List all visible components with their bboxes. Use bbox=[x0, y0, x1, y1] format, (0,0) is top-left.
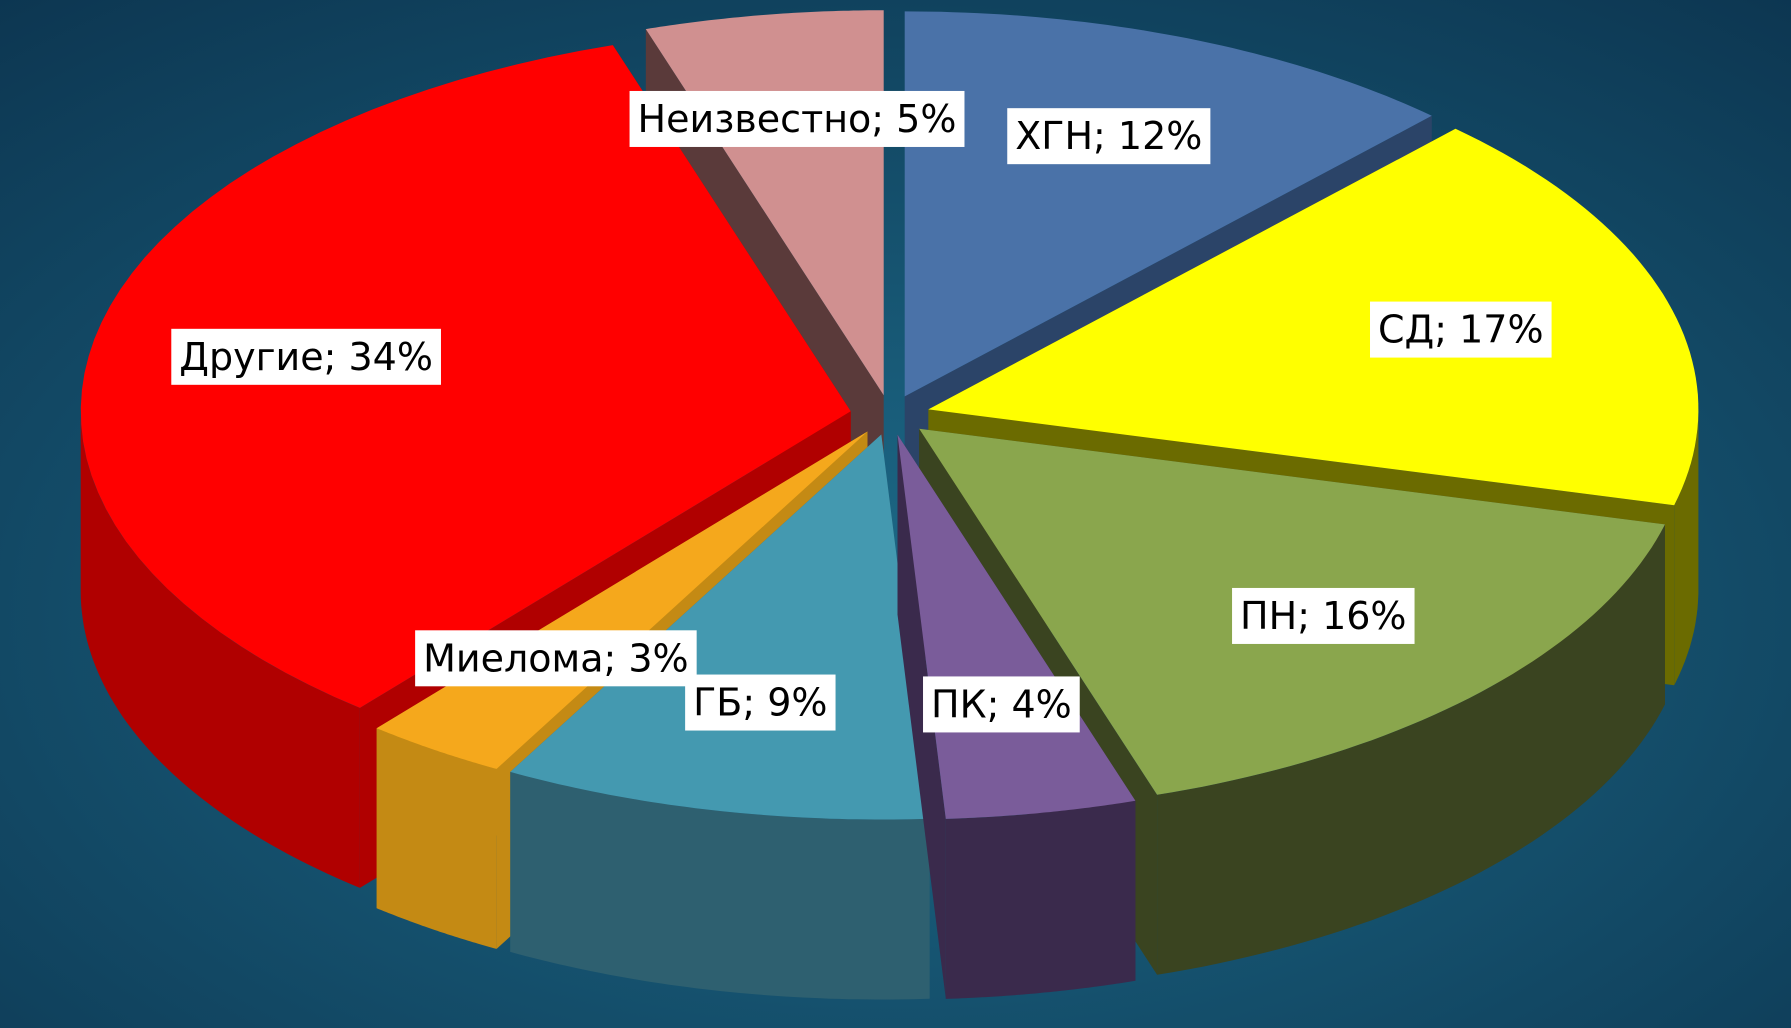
slice-top bbox=[80, 45, 851, 708]
data-label: ГБ; 9% bbox=[693, 681, 827, 725]
data-label: Миелома; 3% bbox=[423, 636, 689, 680]
labels: ХГН; 12% СД; 17% ПН; 16% ПК; 4% ГБ; 9%Миелом… bbox=[171, 90, 1552, 733]
label-box bbox=[1370, 301, 1552, 358]
slice-side bbox=[376, 728, 497, 949]
slice-wall bbox=[897, 434, 946, 999]
slice-side bbox=[80, 411, 360, 888]
data-label: Другие; 34% bbox=[179, 335, 433, 379]
label-box bbox=[1232, 587, 1415, 644]
label-box bbox=[171, 328, 441, 385]
slice-side bbox=[1674, 409, 1699, 686]
label-box bbox=[923, 676, 1080, 733]
slice-top bbox=[904, 11, 1432, 397]
slice-top bbox=[928, 128, 1699, 506]
label-box bbox=[629, 90, 965, 147]
data-label: СД; 17% bbox=[1378, 308, 1544, 352]
slice-side bbox=[945, 800, 1136, 999]
data-label: ПН; 16% bbox=[1240, 594, 1407, 638]
label-box bbox=[1007, 108, 1211, 165]
slice-side bbox=[510, 771, 930, 1000]
slice-side bbox=[1157, 524, 1665, 975]
label-box bbox=[415, 630, 697, 687]
data-label: Неизвестно; 5% bbox=[638, 97, 957, 141]
data-label: ПК; 4% bbox=[931, 682, 1072, 726]
label-box bbox=[685, 674, 836, 731]
data-label: ХГН; 12% bbox=[1015, 114, 1202, 158]
